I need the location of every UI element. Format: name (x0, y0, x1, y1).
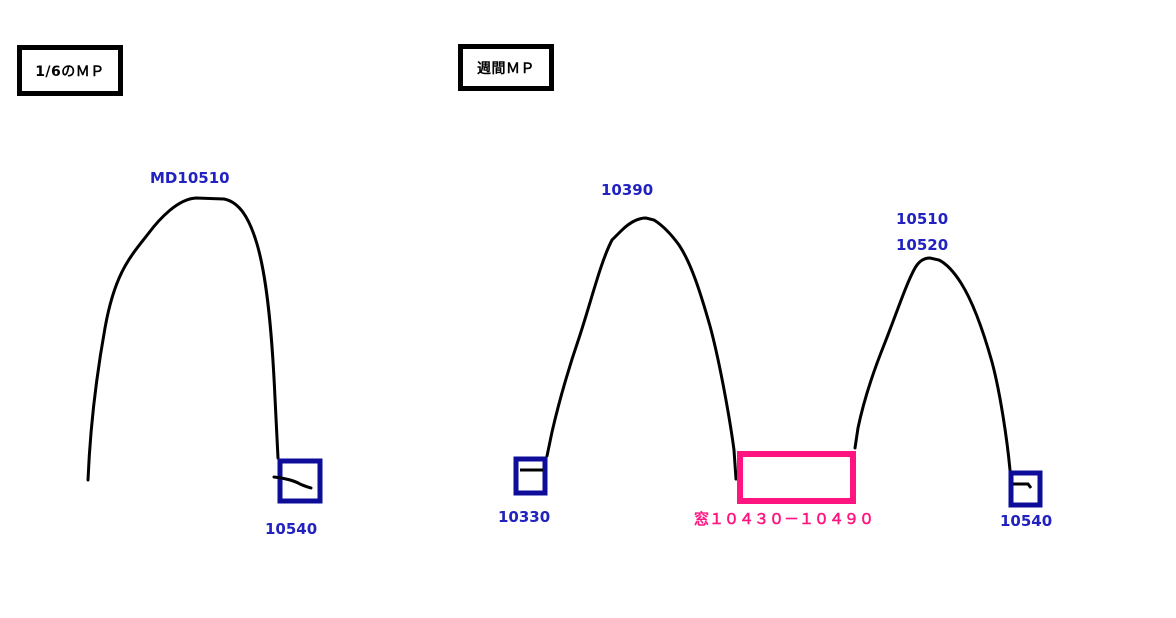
left-profile-peak-label: MD10510 (150, 169, 230, 187)
title-box-left: 1/6のＭＰ (17, 45, 123, 96)
left-profile-close-label: 10540 (265, 520, 318, 538)
left-close-box-mark (272, 475, 313, 490)
window-box (737, 451, 856, 504)
weekly-close-box-mark (1013, 482, 1033, 489)
title-right-text: 週間ＭＰ (477, 60, 535, 77)
title-box-right: 週間ＭＰ (458, 44, 554, 91)
weekly-first-curve (545, 216, 738, 481)
weekly-open-box (513, 456, 548, 496)
title-left-text: 1/6のＭＰ (35, 63, 105, 80)
weekly-close-label: 10540 (1000, 512, 1053, 530)
left-profile-curve (86, 196, 280, 482)
left-profile-close-box (277, 458, 323, 504)
weekly-first-peak-label: 10390 (601, 181, 654, 199)
weekly-second-curve (853, 256, 1012, 472)
weekly-open-label: 10330 (498, 508, 551, 526)
weekly-close-box (1008, 470, 1043, 508)
weekly-second-peak-upper-label: 10510 (896, 210, 949, 228)
weekly-second-peak-lower-label: 10520 (896, 236, 949, 254)
weekly-window-label: 窓１０４３０－１０４９０ (694, 510, 875, 528)
